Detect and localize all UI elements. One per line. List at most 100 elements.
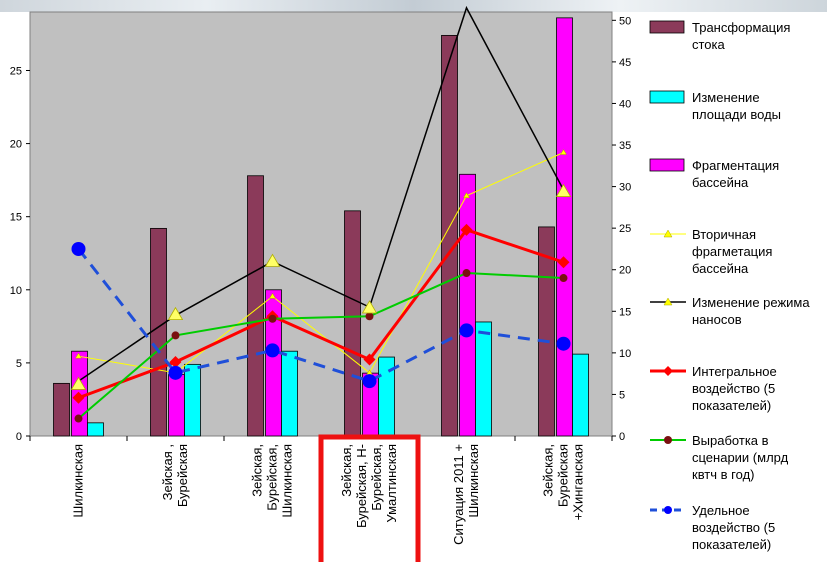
right-tick-label: 25 — [619, 223, 631, 235]
bar-1 — [247, 175, 264, 437]
legend-swatch — [649, 20, 685, 34]
series-line-5 — [77, 248, 564, 383]
legend-label: Изменение — [692, 90, 760, 105]
right-tick-label: 10 — [619, 348, 631, 360]
triangle-marker — [167, 306, 184, 321]
dot-marker — [171, 331, 180, 340]
bar-1 — [344, 210, 361, 437]
bar-2 — [281, 350, 298, 437]
right-tick-label: 35 — [619, 140, 631, 152]
category-label: Бурейская — [556, 444, 571, 507]
legend-marker — [663, 297, 673, 306]
bar-3 — [556, 17, 573, 437]
triangle-marker — [463, 192, 470, 198]
category-label: Зейская, — [250, 444, 265, 497]
right-tick-label: 20 — [619, 265, 631, 277]
bar-1 — [53, 382, 70, 437]
left-tick-label: 10 — [10, 285, 22, 297]
plot-area — [29, 11, 613, 437]
category-label: Бурейская, Н- — [354, 444, 369, 528]
left-tick-label: 25 — [10, 65, 22, 77]
dot-marker — [556, 336, 571, 351]
category-label: Бурейская — [175, 444, 190, 507]
right-tick-label: 40 — [619, 98, 631, 110]
legend-label: показателей) — [692, 398, 771, 413]
legend-label: наносов — [692, 312, 742, 327]
legend-label: Интегральное — [692, 364, 777, 379]
top-image-strip — [0, 0, 827, 12]
legend-label: воздейство (5 — [692, 381, 775, 396]
category-label: Шилкинская — [466, 444, 481, 518]
category-label: Бурейская, — [265, 444, 280, 511]
legend-label: Трансформация — [692, 20, 790, 35]
legend-label: Изменение режима — [692, 295, 810, 310]
bar-1 — [441, 34, 458, 437]
legend-label: показателей) — [692, 537, 771, 552]
dot-marker — [365, 312, 374, 321]
legend-label: Фрагментация — [692, 158, 779, 173]
category-label: Зейская, — [541, 444, 556, 497]
legend-marker — [663, 366, 673, 376]
bar-1 — [538, 226, 555, 437]
legend-marker — [663, 229, 673, 238]
category-label: Умалтинская — [384, 444, 399, 523]
left-tick-label: 20 — [10, 139, 22, 151]
legend-marker — [664, 436, 672, 444]
dot-marker — [362, 374, 377, 389]
legend-label: бассейна — [692, 175, 749, 190]
bar-1 — [150, 227, 167, 437]
right-tick-label: 15 — [619, 306, 631, 318]
triangle-marker — [269, 292, 276, 299]
series-line-2 — [78, 5, 565, 382]
dot-marker — [74, 414, 83, 423]
dot-marker — [168, 365, 183, 380]
diamond-marker — [363, 353, 376, 366]
right-tick-label: 50 — [619, 15, 631, 27]
legend-label: Удельное — [692, 503, 750, 518]
legend-label: фрагметация — [692, 244, 772, 259]
series-line-3 — [77, 228, 564, 400]
diamond-marker — [169, 356, 182, 369]
dot-marker — [462, 269, 471, 278]
series-line-1 — [78, 152, 564, 374]
bar-2 — [572, 353, 589, 437]
legend-label: квтч в год) — [692, 467, 754, 482]
bar-2 — [184, 363, 201, 437]
legend-label: Вторичная — [692, 227, 756, 242]
legend-label: стока — [692, 37, 726, 52]
highlight-box — [318, 434, 421, 562]
legend-swatch — [649, 158, 685, 172]
legend-swatch — [649, 90, 685, 104]
left-tick-label: 15 — [10, 212, 22, 224]
category-label: Шилкинская — [280, 444, 295, 518]
bar-3 — [459, 173, 476, 437]
triangle-marker — [75, 352, 82, 359]
dot-marker — [265, 343, 280, 358]
left-tick-label: 5 — [16, 358, 22, 370]
triangle-marker — [560, 149, 567, 155]
dot-marker — [71, 241, 86, 256]
legend-label: воздейство (5 — [692, 520, 775, 535]
diamond-marker — [72, 391, 85, 404]
legend-label: Выработка в — [692, 433, 769, 448]
legend-label: бассейна — [692, 261, 749, 276]
category-label: Зейская , — [160, 444, 175, 500]
right-tick-label: 5 — [619, 389, 625, 401]
diamond-marker — [557, 256, 570, 269]
bar-2 — [475, 321, 492, 437]
legend-label: сценарии (млрд — [692, 450, 789, 465]
right-tick-label: 0 — [619, 431, 625, 443]
bar-3 — [168, 374, 185, 437]
category-label: Зейская, — [339, 444, 354, 497]
dot-marker — [268, 314, 277, 323]
legend-label: площади воды — [692, 107, 781, 122]
series-line-4 — [77, 272, 564, 420]
diamond-marker — [460, 223, 473, 236]
triangle-marker — [361, 300, 378, 314]
triangle-marker — [264, 253, 281, 267]
right-tick-label: 30 — [619, 182, 631, 194]
triangle-marker — [70, 376, 87, 390]
triangle-marker — [555, 183, 572, 197]
bar-2 — [87, 422, 104, 437]
dot-marker — [459, 323, 474, 338]
